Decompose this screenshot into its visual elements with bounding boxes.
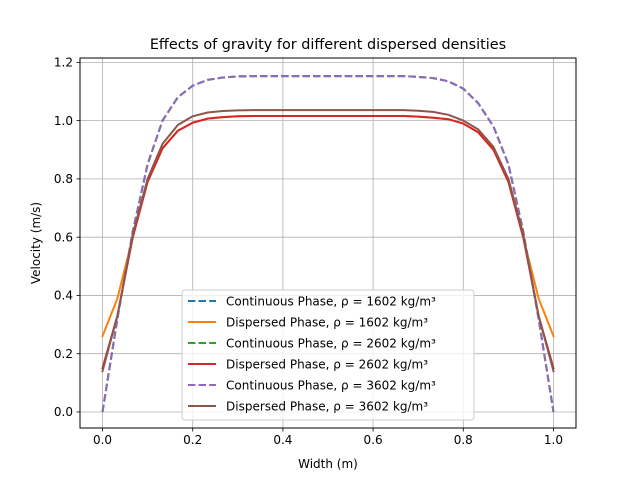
legend-entry-label: Continuous Phase, ρ = 3602 kg/m³ bbox=[226, 378, 436, 392]
series-lines bbox=[101, 75, 555, 413]
x-tick-label: 0.4 bbox=[273, 433, 292, 447]
series-line-4 bbox=[101, 115, 555, 370]
x-tick-label: 0.6 bbox=[364, 433, 383, 447]
y-tick-label: 0.6 bbox=[54, 230, 73, 244]
y-tick-label: 1.0 bbox=[54, 114, 73, 128]
legend-entry-label: Dispersed Phase, ρ = 2602 kg/m³ bbox=[226, 357, 428, 371]
legend: Continuous Phase, ρ = 1602 kg/m³ Disperse… bbox=[181, 289, 475, 421]
series-line-5 bbox=[101, 75, 555, 413]
x-tick-label: 0.0 bbox=[93, 433, 112, 447]
chart-title: Effects of gravity for different dispers… bbox=[150, 37, 506, 53]
legend-entry-label: Continuous Phase, ρ = 1602 kg/m³ bbox=[226, 294, 436, 308]
y-tick-label: 1.2 bbox=[54, 56, 73, 70]
y-axis-ticks: 0.0 0.2 0.4 0.6 0.8 1.0 1.2 bbox=[54, 56, 80, 419]
y-tick-label: 0.8 bbox=[54, 172, 73, 186]
legend-entry-label: Dispersed Phase, ρ = 3602 kg/m³ bbox=[226, 399, 428, 413]
x-tick-label: 0.8 bbox=[454, 433, 473, 447]
grid bbox=[80, 58, 576, 428]
y-tick-label: 0.0 bbox=[54, 405, 73, 419]
x-axis-label: Width (m) bbox=[298, 457, 358, 471]
y-tick-label: 0.2 bbox=[54, 347, 73, 361]
x-tick-label: 1.0 bbox=[544, 433, 563, 447]
legend-box bbox=[181, 289, 475, 421]
legend-entry-label: Dispersed Phase, ρ = 1602 kg/m³ bbox=[226, 315, 428, 329]
y-axis-label: Velocity (m/s) bbox=[29, 202, 43, 284]
plot-frame bbox=[79, 57, 577, 429]
x-axis-ticks: 0.0 0.2 0.4 0.6 0.8 1.0 bbox=[93, 428, 563, 447]
series-line-6 bbox=[101, 109, 555, 373]
legend-entry-label: Continuous Phase, ρ = 2602 kg/m³ bbox=[226, 336, 436, 350]
y-tick-label: 0.4 bbox=[54, 289, 73, 303]
x-tick-label: 0.2 bbox=[183, 433, 202, 447]
